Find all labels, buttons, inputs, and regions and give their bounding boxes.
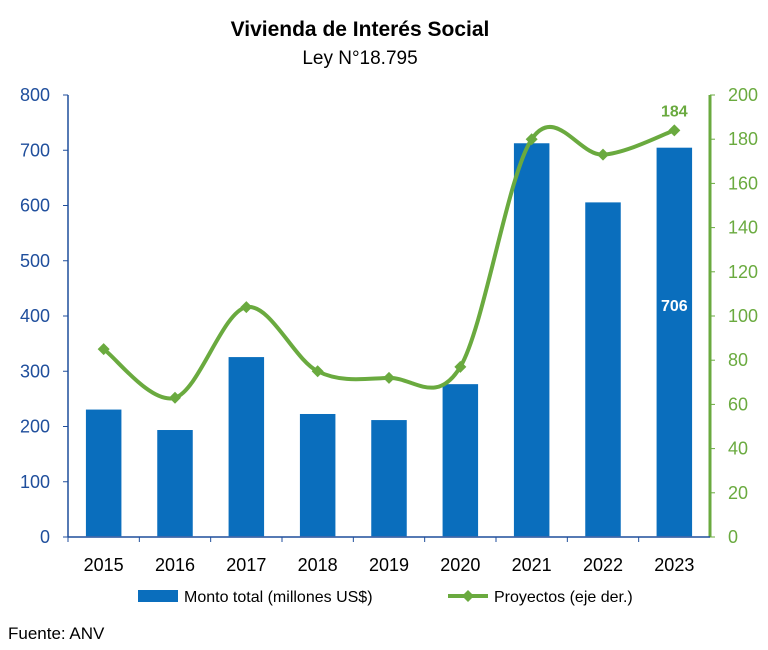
right-tick-label: 40 bbox=[728, 439, 748, 459]
x-tick-label: 2017 bbox=[226, 555, 266, 575]
bar-2023 bbox=[655, 146, 694, 538]
point-proyectos-2016 bbox=[169, 391, 181, 404]
left-tick-label: 0 bbox=[40, 527, 50, 547]
left-tick-label: 700 bbox=[20, 140, 50, 160]
x-tick-label: 2015 bbox=[84, 555, 124, 575]
right-tick-label: 60 bbox=[728, 394, 748, 414]
left-tick-label: 300 bbox=[20, 361, 50, 381]
bar-2015 bbox=[84, 408, 123, 538]
legend-label-monto: Monto total (millones US$) bbox=[184, 589, 373, 606]
x-tick-label: 2019 bbox=[369, 555, 409, 575]
point-proyectos-2015 bbox=[97, 343, 110, 356]
x-tick-label: 2016 bbox=[155, 555, 195, 575]
right-tick-label: 100 bbox=[728, 306, 758, 326]
left-tick-label: 400 bbox=[20, 306, 50, 326]
chart-title: Vivienda de Interés Social bbox=[230, 18, 490, 41]
bar-2018 bbox=[298, 412, 337, 538]
bar-2021 bbox=[512, 141, 551, 538]
data-label-monto-2023: 706 bbox=[661, 298, 688, 315]
right-tick-label: 200 bbox=[728, 85, 758, 105]
x-tick-label: 2021 bbox=[512, 555, 552, 575]
right-tick-label: 20 bbox=[728, 483, 748, 503]
right-tick-label: 140 bbox=[728, 218, 758, 238]
point-proyectos-2021 bbox=[525, 133, 538, 146]
point-proyectos-2018 bbox=[311, 365, 324, 378]
bar-2016 bbox=[155, 428, 195, 538]
right-tick-label: 0 bbox=[728, 527, 738, 547]
x-tick-label: 2018 bbox=[298, 555, 338, 575]
point-proyectos-2020 bbox=[454, 360, 467, 373]
left-tick-label: 600 bbox=[20, 196, 50, 216]
right-tick-label: 180 bbox=[728, 129, 758, 149]
right-tick-label: 120 bbox=[728, 262, 758, 282]
x-tick-label: 2022 bbox=[583, 555, 623, 575]
x-tick-label: 2023 bbox=[654, 555, 694, 575]
left-tick-label: 100 bbox=[20, 472, 50, 492]
x-tick-label: 2020 bbox=[440, 555, 480, 575]
legend-swatch-monto bbox=[138, 590, 178, 602]
legend-marker-proyectos bbox=[462, 590, 474, 602]
line-proyectos bbox=[102, 124, 676, 401]
bar-2017 bbox=[227, 355, 266, 538]
legend-label-proyectos: Proyectos (eje der.) bbox=[494, 589, 633, 606]
bar-2019 bbox=[369, 418, 409, 538]
point-proyectos-2019 bbox=[383, 371, 395, 384]
point-proyectos-2017 bbox=[240, 301, 253, 314]
left-tick-label: 200 bbox=[20, 417, 50, 437]
left-tick-label: 500 bbox=[20, 251, 50, 271]
point-proyectos-2022 bbox=[597, 148, 609, 161]
bar-2020 bbox=[441, 382, 480, 538]
data-label-proyectos-2023: 184 bbox=[661, 103, 688, 120]
chart-subtitle: Ley N°18.795 bbox=[302, 48, 418, 69]
left-tick-label: 800 bbox=[20, 85, 50, 105]
point-proyectos-2023 bbox=[668, 124, 681, 137]
right-tick-label: 80 bbox=[728, 350, 748, 370]
source-note: Fuente: ANV bbox=[8, 624, 105, 643]
right-tick-label: 160 bbox=[728, 173, 758, 193]
chart: 0 100 200 300 400 500 600 700 800 0 20 40 60 80 100 120… bbox=[20, 85, 758, 606]
bar-2022 bbox=[583, 200, 623, 538]
